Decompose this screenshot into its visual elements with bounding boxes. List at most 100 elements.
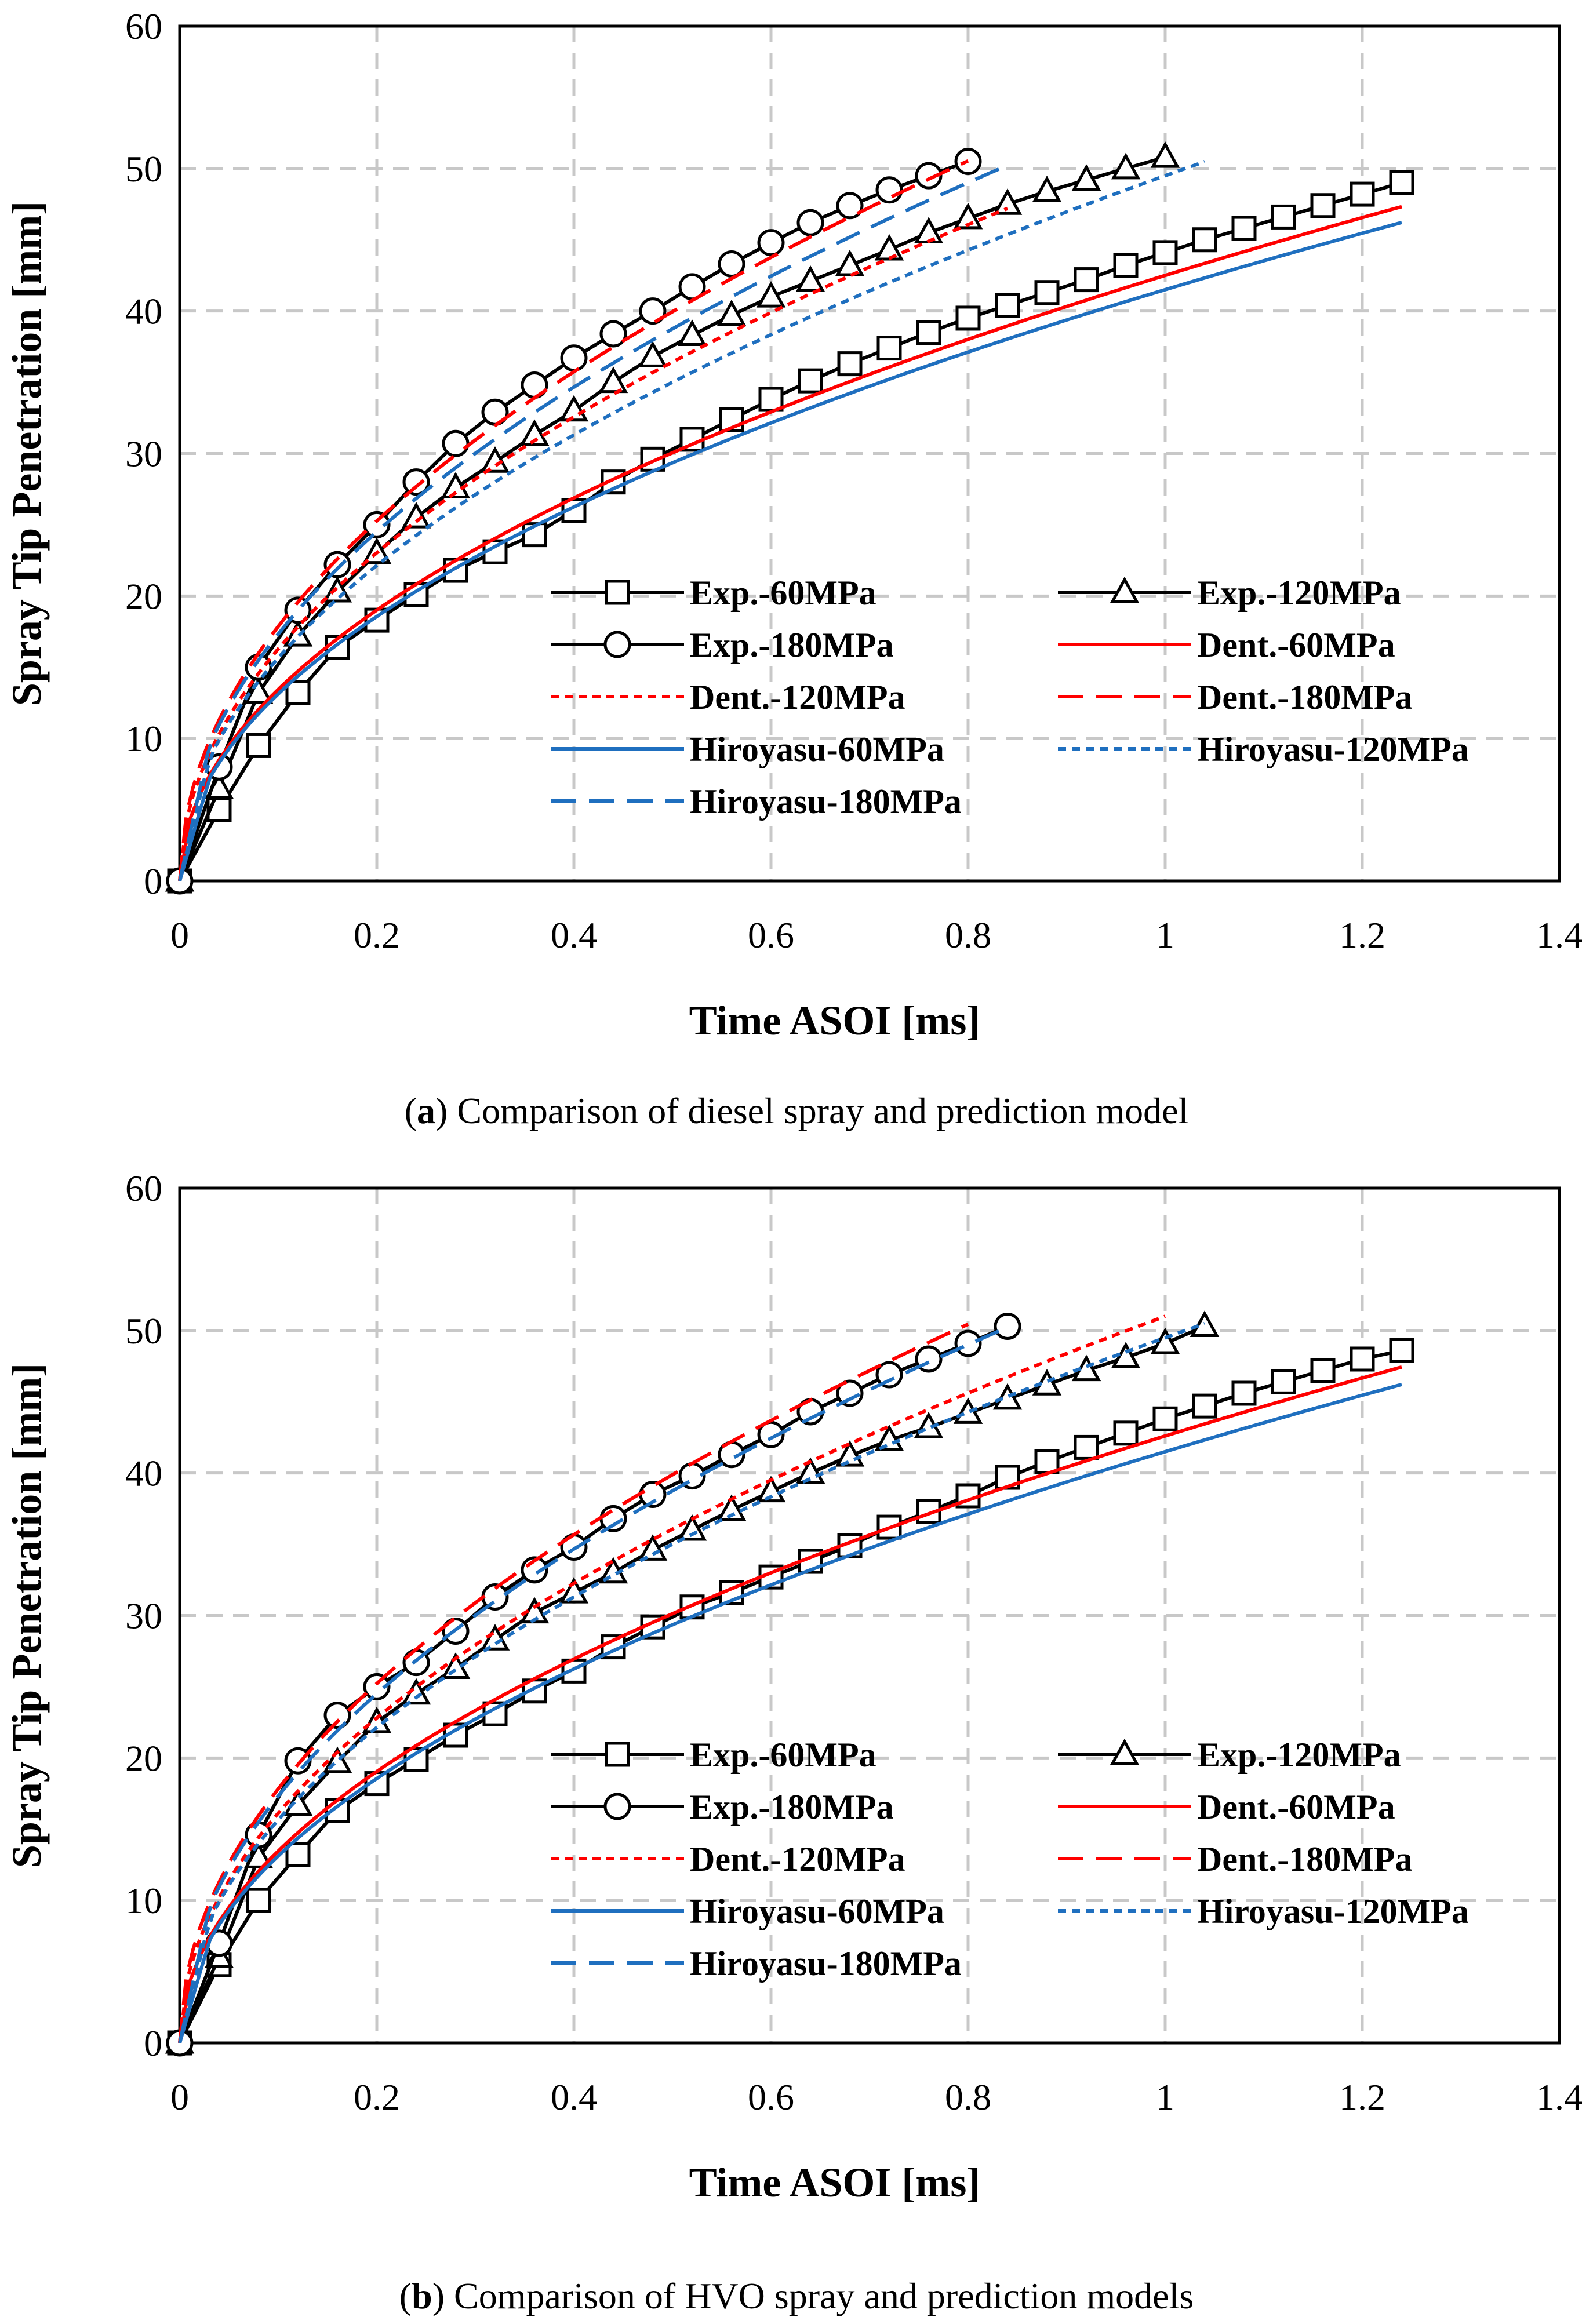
legend-label-exp-120mpa: Exp.-120MPa: [1197, 1736, 1401, 1774]
data-point-exp-180mpa: [915, 162, 943, 190]
series-dent-120mpa-line: [178, 1314, 1166, 2043]
y-tick-label: 30: [125, 434, 162, 475]
data-point-exp-120mpa: [835, 249, 865, 276]
data-point-exp-120mpa: [953, 202, 983, 230]
y-tick-label: 40: [125, 291, 162, 332]
data-point-exp-120mpa: [559, 1576, 589, 1604]
series-exp-180mpa-markers: [166, 1312, 1021, 2057]
data-point-exp-60mpa: [1113, 253, 1139, 278]
series-exp-120mpa-markers: [165, 141, 1180, 892]
x-tick-label: 0.6: [748, 2077, 794, 2118]
chart-a: 0 0.2 0.4 0.6 0.8 1 1.2 1.4 0 10 20 30 40 50 60 Time AS…: [3, 6, 1583, 1044]
tick-labels: 0 0.2 0.4 0.6 0.8 1 1.2 1.4 0 10 20 30 40 50 60: [125, 6, 1583, 956]
data-point-exp-180mpa: [560, 344, 588, 372]
legend: Exp.-60MPa Exp.-120MPa Exp.-180MPa Dent.-60…: [551, 1736, 1469, 1983]
data-point-exp-180mpa: [599, 320, 627, 348]
series-dent-60mpa-line: [178, 1365, 1402, 2043]
data-point-exp-120mpa: [441, 472, 471, 498]
legend-marker-exp-60mpa: [605, 1742, 630, 1767]
chart-b: 0 0.2 0.4 0.6 0.8 1 1.2 1.4 0 10 20 30 40 50 60 Time AS…: [3, 1168, 1583, 2206]
data-point-exp-60mpa: [1074, 267, 1099, 293]
x-tick-label: 1: [1156, 2077, 1174, 2118]
data-point-exp-60mpa: [1350, 1346, 1375, 1372]
series-group: [165, 141, 1414, 895]
x-tick-label: 0.6: [748, 915, 794, 956]
data-point-exp-60mpa: [285, 1842, 311, 1867]
y-tick-label: 60: [125, 1168, 162, 1209]
legend-label-exp-60mpa: Exp.-60MPa: [690, 1736, 876, 1774]
data-point-exp-120mpa: [559, 395, 589, 422]
legend-label-dent-60mpa: Dent.-60MPa: [1197, 1788, 1395, 1826]
data-point-exp-60mpa: [246, 733, 271, 758]
series-exp-120mpa-line: [178, 1324, 1206, 2044]
series-dent-120mpa-line: [178, 206, 1009, 881]
data-point-exp-60mpa: [1231, 216, 1257, 241]
data-point-exp-120mpa: [1032, 175, 1062, 202]
legend-label-hiroyasu-60mpa: Hiroyasu-60MPa: [690, 730, 944, 768]
data-point-exp-180mpa: [994, 1312, 1021, 1340]
series-dent-60mpa-line: [178, 205, 1402, 881]
data-point-exp-120mpa: [992, 188, 1023, 215]
data-point-exp-60mpa: [1192, 1393, 1217, 1419]
data-point-exp-120mpa: [1150, 141, 1180, 168]
legend-marker-exp-60mpa: [605, 580, 630, 605]
data-point-exp-180mpa: [323, 1702, 351, 1729]
x-tick-label: 0.2: [354, 2077, 400, 2118]
data-point-exp-180mpa: [875, 176, 903, 204]
data-point-exp-60mpa: [1034, 280, 1060, 305]
data-point-exp-60mpa: [916, 320, 941, 345]
data-point-exp-180mpa: [875, 1361, 903, 1389]
data-point-exp-60mpa: [995, 293, 1020, 318]
y-tick-label: 20: [125, 575, 162, 617]
caption-a-text: Comparison of diesel spray and predictio…: [457, 1090, 1189, 1131]
legend-label-dent-180mpa: Dent.-180MPa: [1197, 678, 1413, 716]
y-tick-label: 0: [144, 861, 162, 902]
data-point-exp-120mpa: [638, 341, 668, 367]
data-point-exp-60mpa: [798, 368, 823, 394]
series-hiroyasu-180mpa-line: [178, 1325, 1009, 2043]
caption-b: (b) Comparison of HVO spray and predicti…: [399, 2275, 1194, 2316]
y-tick-label: 20: [125, 1737, 162, 1779]
data-point-exp-60mpa: [719, 407, 744, 432]
data-point-exp-60mpa: [1271, 1369, 1296, 1394]
data-point-exp-120mpa: [1071, 164, 1101, 191]
data-point-exp-60mpa: [955, 305, 981, 331]
data-point-exp-120mpa: [677, 1514, 707, 1541]
legend-marker-exp-180mpa: [603, 631, 631, 658]
series-exp-120mpa-line: [178, 155, 1166, 882]
data-point-exp-60mpa: [1113, 1420, 1139, 1446]
caption-b-text: Comparison of HVO spray and prediction m…: [454, 2275, 1194, 2316]
data-point-exp-180mpa: [363, 511, 391, 538]
y-axis-title: Spray Tip Penetration [mm]: [3, 201, 50, 706]
data-point-exp-180mpa: [402, 468, 430, 496]
data-point-exp-120mpa: [243, 677, 274, 704]
data-point-exp-60mpa: [876, 1514, 902, 1540]
legend-label-exp-180mpa: Exp.-180MPa: [690, 1788, 894, 1826]
plot-area: [178, 1186, 1561, 2045]
caption-b-label: b: [412, 2275, 432, 2316]
data-point-exp-120mpa: [598, 366, 628, 394]
series-hiroyasu-60mpa-line: [178, 221, 1402, 881]
data-point-exp-60mpa: [1152, 1406, 1178, 1431]
data-point-exp-60mpa: [1074, 1434, 1099, 1460]
data-point-exp-180mpa: [718, 250, 745, 278]
plot-area: [178, 24, 1561, 883]
data-point-exp-120mpa: [401, 501, 431, 529]
series-hiroyasu-120mpa-line: [178, 1322, 1206, 2043]
x-tick-label: 1.2: [1339, 915, 1385, 956]
x-tick-label: 1.4: [1536, 915, 1583, 956]
series-exp-120mpa-markers: [165, 1310, 1220, 2054]
data-point-exp-120mpa: [519, 419, 550, 446]
data-point-exp-120mpa: [717, 1494, 747, 1521]
data-point-exp-120mpa: [756, 281, 786, 308]
data-point-exp-60mpa: [1310, 193, 1336, 218]
data-point-exp-180mpa: [797, 209, 824, 236]
data-point-exp-60mpa: [285, 680, 311, 705]
tick-labels: 0 0.2 0.4 0.6 0.8 1 1.2 1.4 0 10 20 30 40 50 60: [125, 1168, 1583, 2118]
x-tick-label: 1.2: [1339, 2077, 1385, 2118]
series-exp-180mpa-markers: [166, 148, 982, 895]
data-point-exp-60mpa: [1231, 1380, 1257, 1406]
legend-marker-exp-120mpa: [1110, 576, 1140, 603]
data-point-exp-60mpa: [1350, 181, 1375, 207]
